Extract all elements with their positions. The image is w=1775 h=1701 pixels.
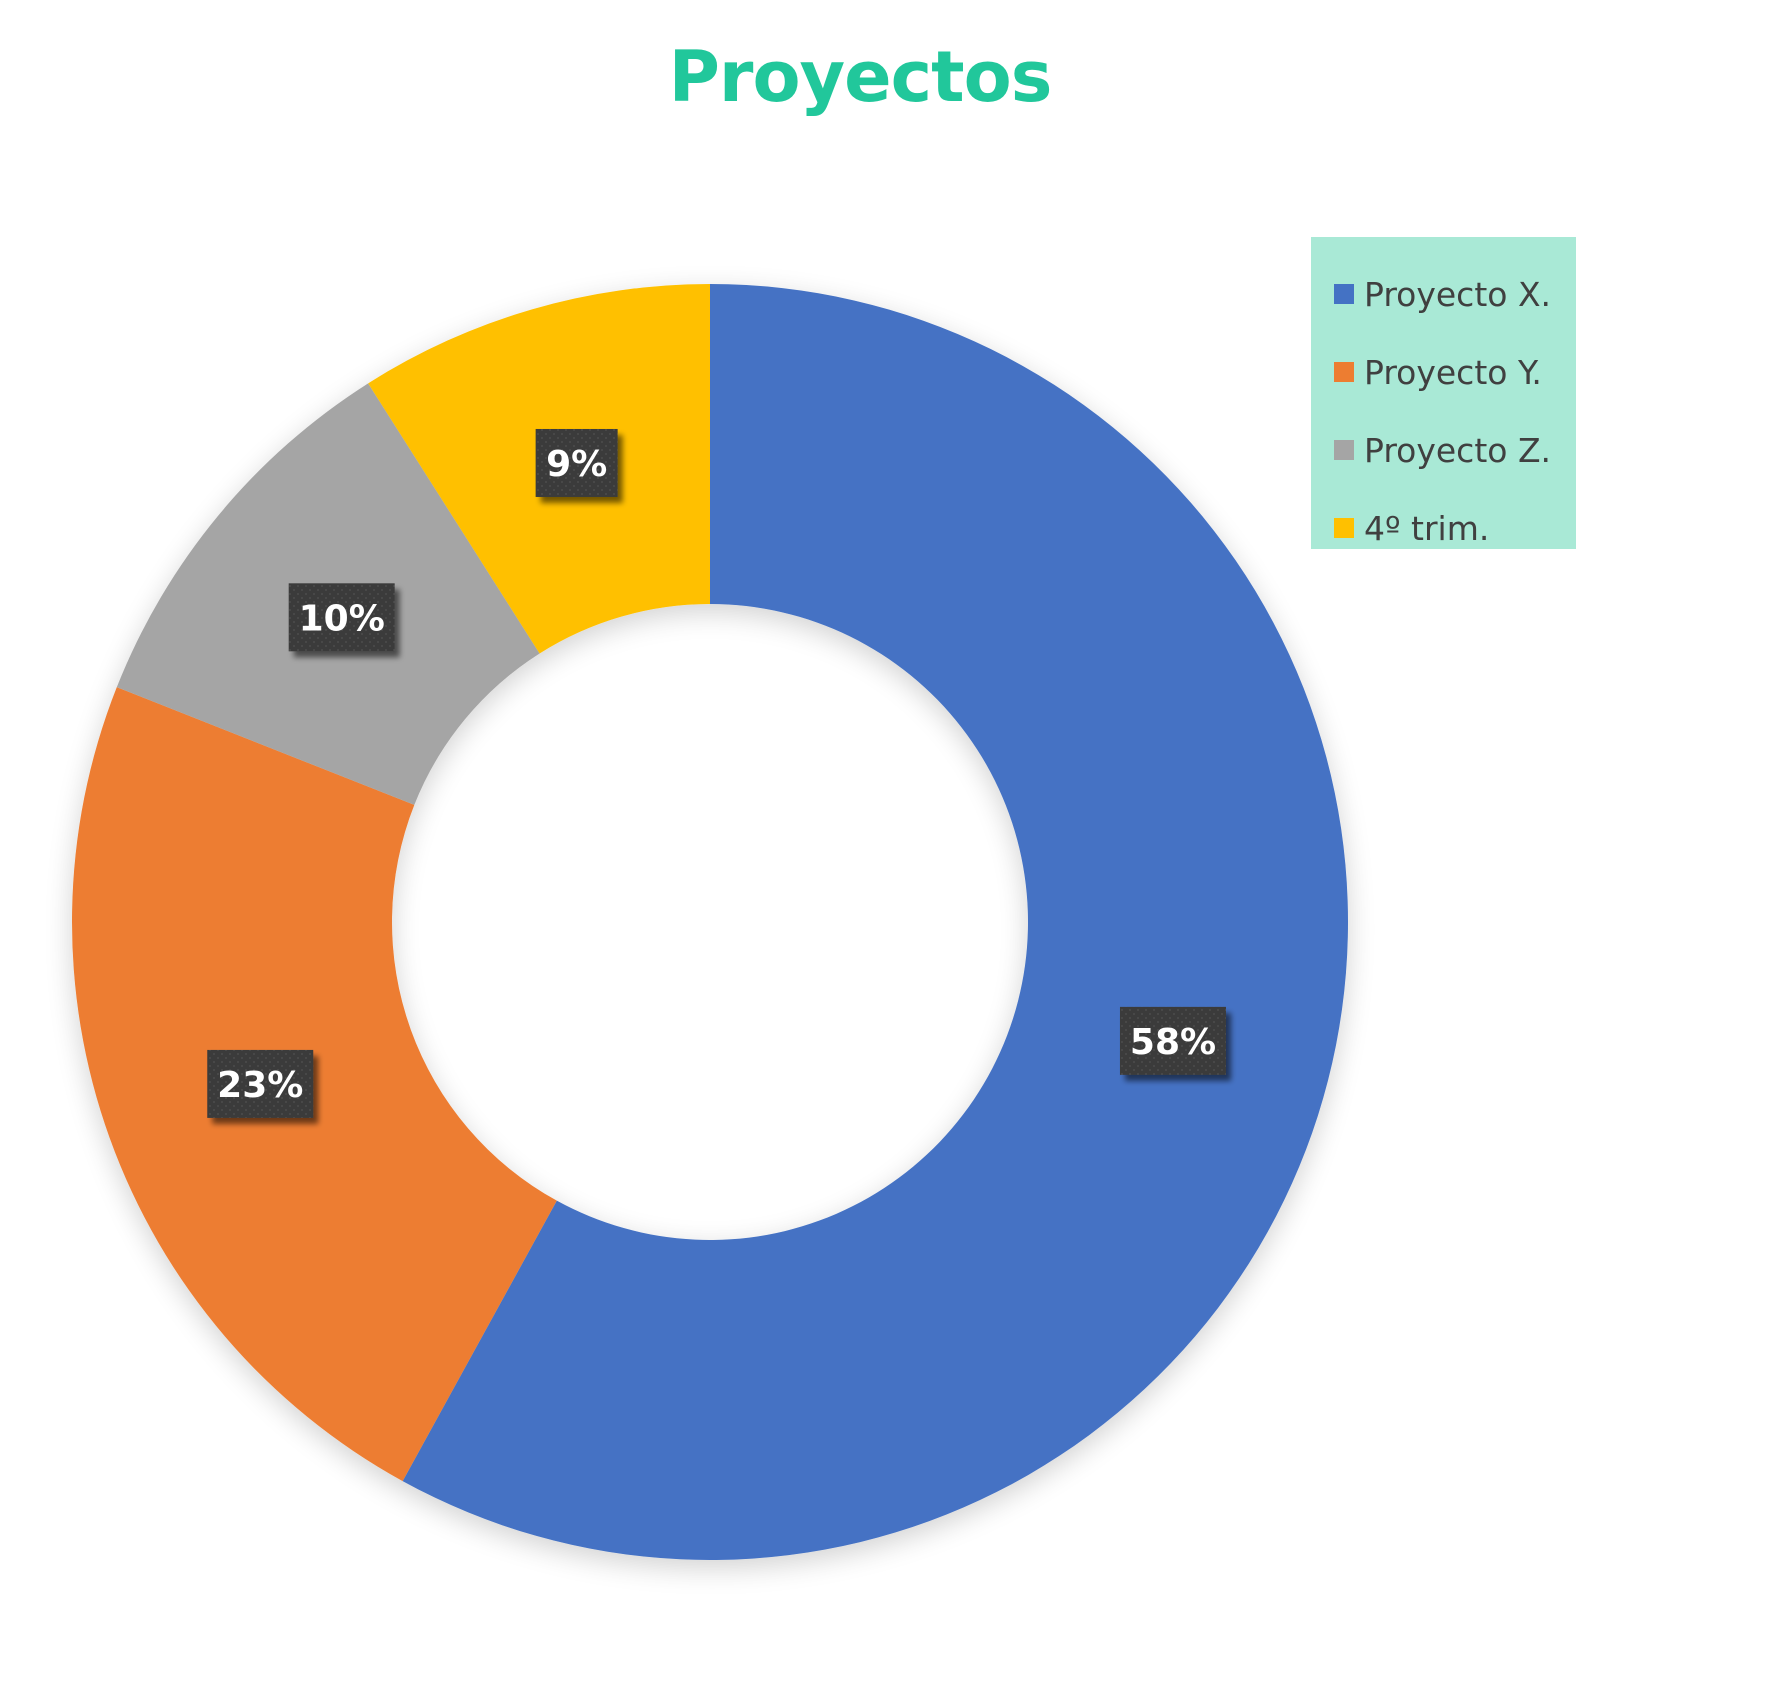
data-label-text: 10% <box>299 598 385 639</box>
data-label-text: 23% <box>217 1065 303 1106</box>
legend-swatch <box>1334 518 1354 538</box>
data-labels: 58% 23% 10% 9% <box>207 428 1226 1118</box>
data-label-box <box>207 1049 314 1118</box>
legend-item: 4º trim. <box>1334 489 1576 567</box>
legend-item: Proyecto Z. <box>1334 411 1576 489</box>
data-label-box <box>535 428 618 497</box>
legend-swatch <box>1334 440 1354 460</box>
legend-item: Proyecto Y. <box>1334 333 1576 411</box>
data-label-4: 9% <box>535 428 618 497</box>
data-label-text: 9% <box>546 444 607 485</box>
donut-slice-1 <box>402 284 1349 1560</box>
legend-swatch <box>1334 284 1354 304</box>
legend: Proyecto X. Proyecto Y. Proyecto Z. 4º trim… <box>1311 237 1576 549</box>
data-label-text: 58% <box>1130 1022 1216 1063</box>
legend-label: Proyecto Y. <box>1364 352 1542 392</box>
donut-slices <box>71 284 1349 1560</box>
donut-slice-2 <box>71 687 557 1482</box>
legend-swatch <box>1334 362 1354 382</box>
data-label-box <box>288 583 395 652</box>
data-label-box <box>1119 1006 1226 1075</box>
data-label-1: 58% <box>1119 1006 1226 1075</box>
chart-title: Proyectos <box>668 36 1053 118</box>
data-label-3: 10% <box>288 583 395 652</box>
data-label-2: 23% <box>207 1049 314 1118</box>
legend-label: Proyecto Z. <box>1364 430 1552 470</box>
legend-label: 4º trim. <box>1364 508 1490 548</box>
legend-label: Proyecto X. <box>1364 274 1552 314</box>
legend-item: Proyecto X. <box>1334 255 1576 333</box>
